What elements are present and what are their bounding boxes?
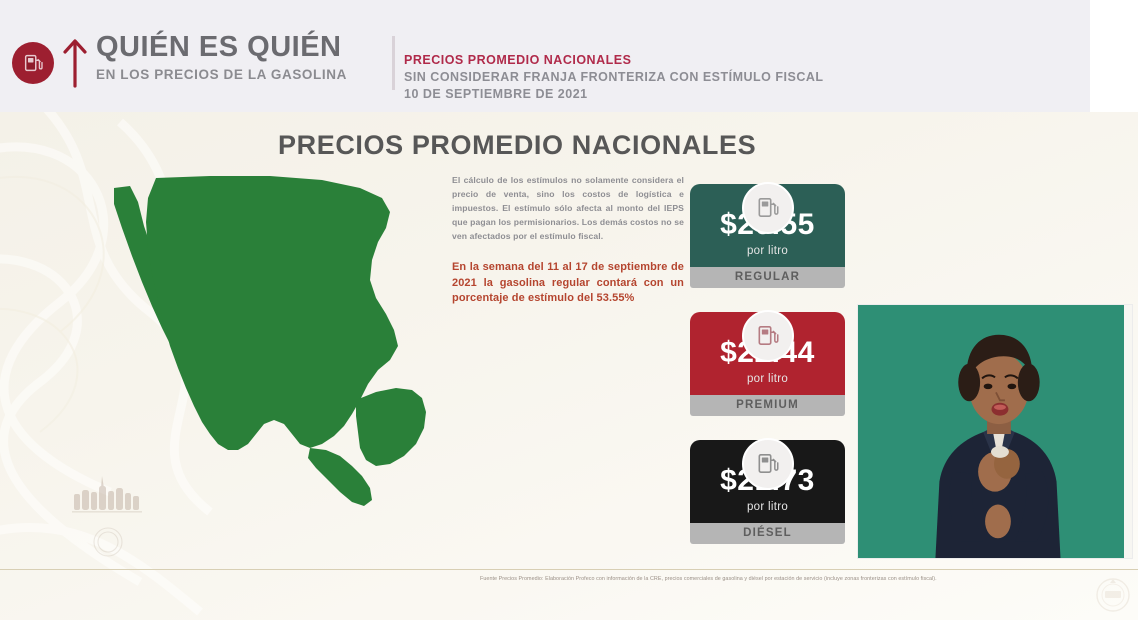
gas-pump-logo-badge	[12, 42, 54, 84]
header-vertical-divider	[392, 36, 395, 90]
footer-divider	[0, 569, 1138, 570]
price-unit: por litro	[746, 245, 789, 257]
gas-pump-icon	[741, 310, 794, 362]
interpreter-figure	[858, 305, 1132, 558]
description-column: El cálculo de los estímulos no solamente…	[452, 174, 684, 307]
price-card-diesel: $21.73 por litro DIÉSEL	[690, 438, 845, 544]
slide-body: PRECIOS PROMEDIO NACIONALES El cálculo d…	[0, 112, 1138, 620]
price-unit: por litro	[746, 373, 789, 385]
price-card-list: $20.55 por litro REGULAR $22.44 por l	[690, 160, 855, 566]
interpreter-side-strip	[1124, 305, 1132, 558]
brand-title: QUIÉN ES QUIÉN	[96, 31, 342, 63]
sign-language-interpreter-video	[857, 304, 1133, 559]
source-note: Fuente Precios Promedio: Elaboración Pro…	[480, 576, 937, 582]
profeco-seal	[1092, 574, 1134, 616]
brand-wordmark: QUIÉN ES QUIÉN EN LOS PRECIOS DE LA GASO…	[96, 33, 396, 82]
header-meta-subtitle: SIN CONSIDERAR FRANJA FRONTERIZA CON EST…	[404, 69, 824, 84]
header-band: QUIÉN ES QUIÉN EN LOS PRECIOS DE LA GASO…	[0, 0, 1090, 112]
price-card-regular: $20.55 por litro REGULAR	[690, 182, 845, 288]
weekly-stimulus-paragraph: En la semana del 11 al 17 de septiembre …	[452, 260, 684, 305]
fuel-type-label: DIÉSEL	[690, 523, 845, 544]
gas-pump-icon	[741, 438, 794, 490]
page-title: PRECIOS PROMEDIO NACIONALES	[278, 130, 757, 160]
fuel-type-label: PREMIUM	[690, 395, 845, 416]
header-meta-date: 10 DE SEPTIEMBRE DE 2021	[404, 86, 588, 101]
header-meta-block: PRECIOS PROMEDIO NACIONALES SIN CONSIDER…	[404, 52, 824, 103]
stimulus-explanation-paragraph: El cálculo de los estímulos no solamente…	[452, 175, 684, 241]
gas-pump-icon	[741, 182, 794, 234]
gobierno-de-mexico-emblem	[62, 470, 154, 562]
price-unit: por litro	[746, 501, 789, 513]
background-watermark-pattern	[0, 112, 233, 616]
header-meta-title: PRECIOS PROMEDIO NACIONALES	[404, 53, 632, 67]
price-card-premium: $22.44 por litro PREMIUM	[690, 310, 845, 416]
brand-subtitle: EN LOS PRECIOS DE LA GASOLINA	[96, 67, 347, 82]
gas-pump-icon	[22, 52, 44, 74]
mexico-map	[60, 132, 460, 582]
up-arrow-icon	[60, 36, 90, 88]
fuel-type-label: REGULAR	[690, 267, 845, 288]
